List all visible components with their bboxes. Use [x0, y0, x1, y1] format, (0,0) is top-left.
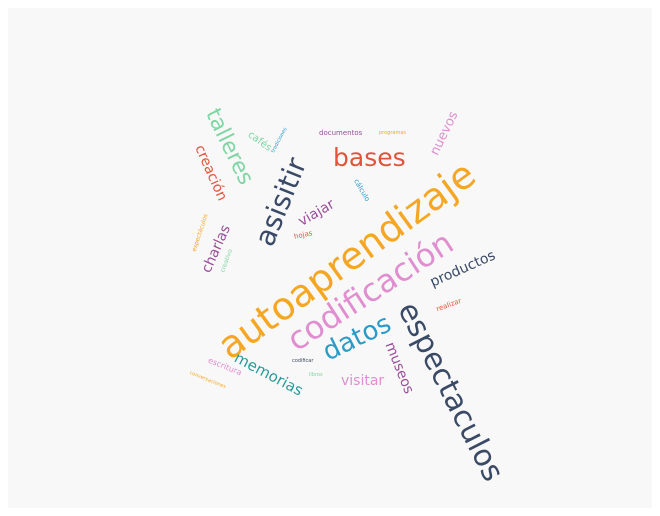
word-documentos: documentos — [319, 129, 363, 137]
word-tradiciones: tradiciones — [270, 126, 289, 154]
word-codificar: codificar — [292, 358, 314, 364]
word-bases: bases — [333, 143, 406, 172]
word-conversaciones: conversaciones — [188, 369, 227, 391]
word-nuevos: nuevos — [427, 109, 462, 158]
word-espectaculos-small: espectáculos — [190, 213, 210, 253]
word-libros: libros — [309, 372, 323, 378]
word-cloud-canvas: autoaprendizaje codificación espectaculo… — [8, 8, 652, 508]
word-visitar: visitar — [341, 373, 385, 389]
word-programas: programas — [379, 130, 407, 136]
word-calculo: cálculo — [352, 177, 372, 203]
word-realizar: realizar — [435, 296, 463, 314]
word-hojas: hojas — [293, 229, 314, 241]
word-cafes: cafés — [245, 129, 274, 154]
word-viajar: viajar — [295, 196, 338, 230]
